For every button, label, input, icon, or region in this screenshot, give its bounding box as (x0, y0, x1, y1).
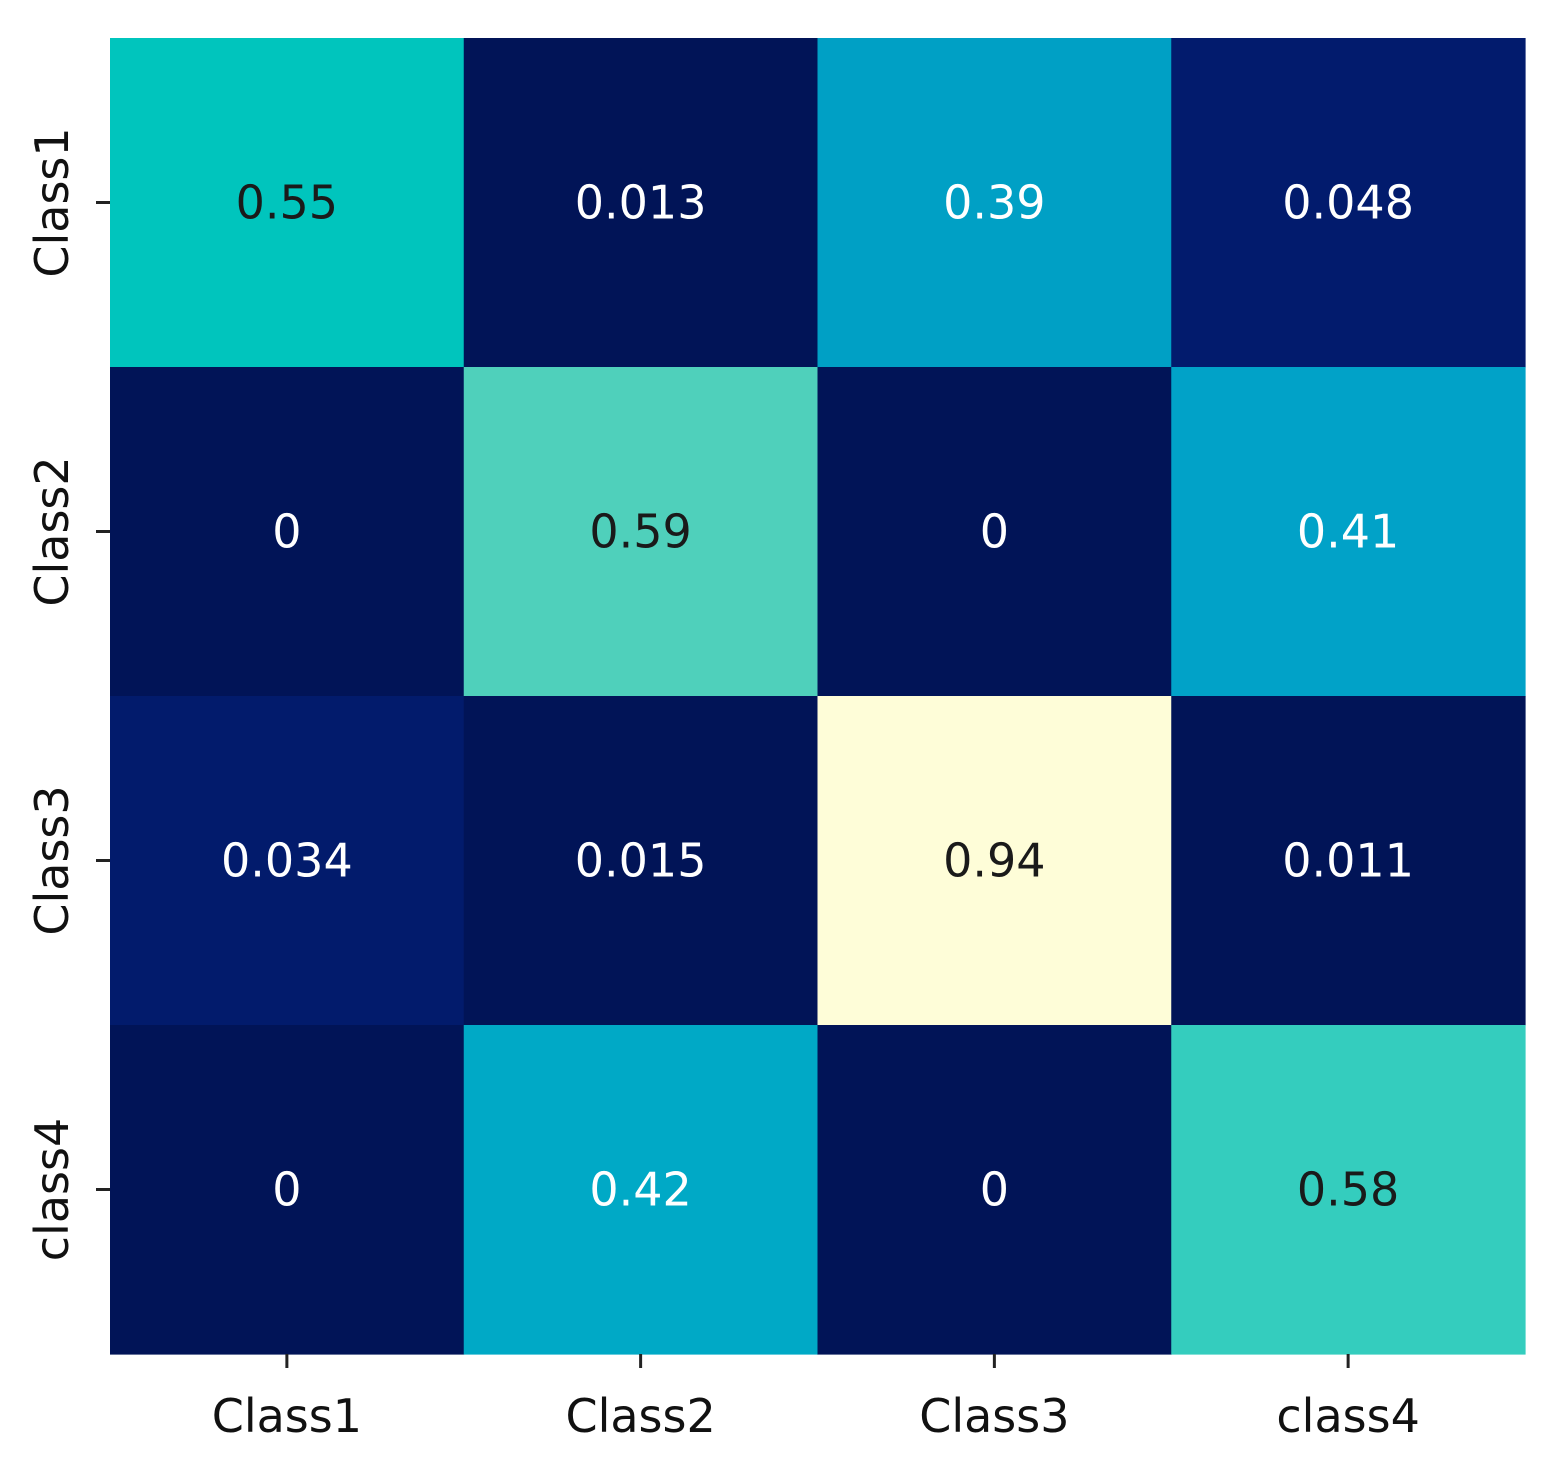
heatmap-cell-class3-class3 (817, 696, 1172, 1026)
heatmap-cell-class2-class1 (110, 367, 465, 697)
cell-value-label: 0.55 (236, 176, 338, 230)
x-tick-label-class2: Class2 (565, 1389, 715, 1443)
cell-value-label: 0 (272, 505, 301, 559)
x-tick-label-class4: class4 (1276, 1389, 1419, 1443)
heatmap-cell-class1-class4 (1171, 38, 1526, 368)
heatmap-cell-labels: 0.55 0.013 0.39 0.048 0 0.59 0 0.41 0.034 0.015 0.… (221, 176, 1414, 1217)
heatmap-cell-class1-class2 (463, 38, 819, 368)
cell-value-label: 0.94 (943, 834, 1045, 888)
cell-value-label: 0 (272, 1163, 301, 1217)
axis-tick-labels: Class1 Class2 Class3 class4 Class1 Class2 Clas… (25, 127, 1420, 1443)
cell-value-label: 0.015 (575, 834, 707, 888)
cell-value-label: 0.41 (1297, 505, 1399, 559)
cell-value-label: 0.39 (943, 176, 1045, 230)
x-tick-label-class3: Class3 (919, 1389, 1069, 1443)
y-tick-label-class4: class4 (25, 1118, 79, 1261)
heatmap-cell-class4-class4 (1171, 1025, 1526, 1355)
cell-value-label: 0.42 (589, 1163, 691, 1217)
y-tick-label-class3: Class3 (25, 785, 79, 935)
cell-value-label: 0.013 (575, 176, 707, 230)
cell-value-label: 0 (980, 1163, 1009, 1217)
heatmap-cells (110, 38, 1526, 1355)
y-tick-label-class1: Class1 (25, 127, 79, 277)
heatmap-cell-class4-class1 (110, 1025, 465, 1355)
heatmap-cell-class2-class4 (1171, 367, 1526, 697)
heatmap-cell-class3-class2 (463, 696, 819, 1026)
heatmap-cell-class3-class1 (110, 696, 465, 1026)
heatmap-cell-class4-class3 (817, 1025, 1172, 1355)
heatmap-cell-class3-class4 (1171, 696, 1526, 1026)
cell-value-label: 0.034 (221, 834, 353, 888)
cell-value-label: 0.59 (589, 505, 691, 559)
cell-value-label: 0.58 (1297, 1163, 1399, 1217)
x-tick-label-class1: Class1 (212, 1389, 362, 1443)
cell-value-label: 0.048 (1282, 176, 1414, 230)
heatmap-cell-class1-class3 (817, 38, 1172, 368)
axis-ticks (96, 201, 1350, 1368)
cell-value-label: 0.011 (1282, 834, 1414, 888)
heatmap-cell-class1-class1 (110, 38, 465, 368)
cell-value-label: 0 (980, 505, 1009, 559)
heatmap-cell-class2-class3 (817, 367, 1172, 697)
heatmap-cell-class2-class2 (463, 367, 819, 697)
heatmap-cell-class4-class2 (463, 1025, 819, 1355)
y-tick-label-class2: Class2 (25, 456, 79, 606)
